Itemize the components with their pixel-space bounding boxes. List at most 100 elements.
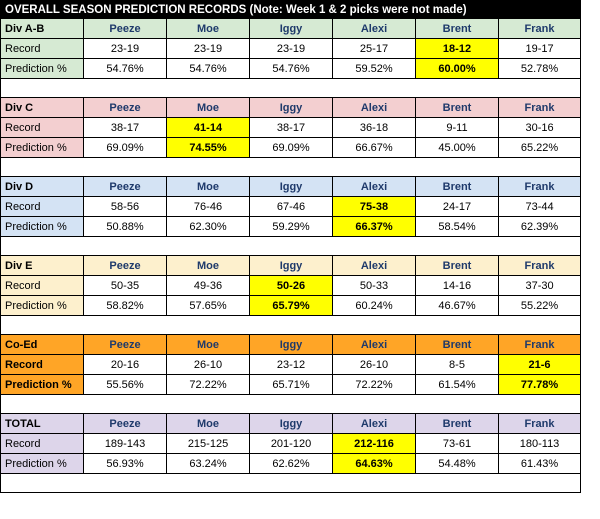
row-label[interactable]: Record (0, 433, 84, 454)
column-header[interactable]: Iggy (249, 176, 333, 197)
cell[interactable]: 62.30% (166, 216, 250, 237)
column-header[interactable]: Peeze (83, 413, 167, 434)
column-header[interactable]: Alexi (332, 97, 416, 118)
column-header[interactable]: Brent (415, 176, 499, 197)
column-header[interactable]: Frank (497, 255, 582, 276)
column-header[interactable]: Moe (166, 255, 250, 276)
column-header[interactable]: Frank (497, 413, 582, 434)
cell[interactable]: 23-19 (249, 38, 333, 59)
cell[interactable]: 25-17 (332, 38, 416, 59)
cell[interactable]: 58.54% (415, 216, 499, 237)
cell-best[interactable]: 77.78% (497, 374, 582, 395)
cell[interactable]: 60.24% (332, 295, 416, 316)
cell[interactable]: 54.48% (415, 453, 499, 474)
cell[interactable]: 62.62% (249, 453, 333, 474)
division-name[interactable]: Div C (0, 97, 84, 118)
cell[interactable]: 180-113 (497, 433, 582, 454)
column-header[interactable]: Iggy (249, 413, 333, 434)
cell[interactable]: 24-17 (415, 196, 499, 217)
row-label[interactable]: Record (0, 275, 84, 296)
column-header[interactable]: Moe (166, 334, 250, 355)
cell[interactable]: 8-5 (415, 354, 499, 375)
cell[interactable]: 45.00% (415, 137, 499, 158)
cell-best[interactable]: 74.55% (166, 137, 250, 158)
column-header[interactable]: Iggy (249, 334, 333, 355)
cell[interactable]: 50.88% (83, 216, 167, 237)
row-label[interactable]: Record (0, 117, 84, 138)
cell-best[interactable]: 60.00% (415, 58, 499, 79)
cell[interactable]: 30-16 (497, 117, 582, 138)
column-header[interactable]: Peeze (83, 176, 167, 197)
cell[interactable]: 69.09% (83, 137, 167, 158)
cell[interactable]: 55.22% (497, 295, 582, 316)
cell-best[interactable]: 64.63% (332, 453, 416, 474)
row-label[interactable]: Prediction % (0, 295, 84, 316)
cell[interactable]: 50-33 (332, 275, 416, 296)
column-header[interactable]: Brent (415, 334, 499, 355)
column-header[interactable]: Frank (497, 97, 582, 118)
cell[interactable]: 9-11 (415, 117, 499, 138)
sheet-title[interactable]: OVERALL SEASON PREDICTION RECORDS (Note:… (0, 0, 582, 19)
cell[interactable]: 67-46 (249, 196, 333, 217)
column-header[interactable]: Moe (166, 413, 250, 434)
cell[interactable]: 50-35 (83, 275, 167, 296)
cell-best[interactable]: 41-14 (166, 117, 250, 138)
cell-best[interactable]: 66.37% (332, 216, 416, 237)
cell[interactable]: 23-19 (166, 38, 250, 59)
row-label[interactable]: Record (0, 38, 84, 59)
division-name[interactable]: TOTAL (0, 413, 84, 434)
cell[interactable]: 215-125 (166, 433, 250, 454)
division-name[interactable]: Div D (0, 176, 84, 197)
cell[interactable]: 61.54% (415, 374, 499, 395)
cell-best[interactable]: 18-12 (415, 38, 499, 59)
column-header[interactable]: Alexi (332, 176, 416, 197)
cell[interactable]: 72.22% (332, 374, 416, 395)
cell[interactable]: 54.76% (249, 58, 333, 79)
column-header[interactable]: Moe (166, 97, 250, 118)
column-header[interactable]: Frank (497, 176, 582, 197)
cell[interactable]: 72.22% (166, 374, 250, 395)
cell[interactable]: 73-61 (415, 433, 499, 454)
cell[interactable]: 58-56 (83, 196, 167, 217)
column-header[interactable]: Brent (415, 255, 499, 276)
column-header[interactable]: Iggy (249, 18, 333, 39)
column-header[interactable]: Peeze (83, 334, 167, 355)
column-header[interactable]: Moe (166, 18, 250, 39)
cell[interactable]: 189-143 (83, 433, 167, 454)
column-header[interactable]: Frank (497, 334, 582, 355)
cell[interactable]: 73-44 (497, 196, 582, 217)
cell[interactable]: 69.09% (249, 137, 333, 158)
division-name[interactable]: Co-Ed (0, 334, 84, 355)
column-header[interactable]: Alexi (332, 18, 416, 39)
cell[interactable]: 58.82% (83, 295, 167, 316)
cell[interactable]: 49-36 (166, 275, 250, 296)
cell-best[interactable]: 21-6 (497, 354, 582, 375)
row-label[interactable]: Prediction % (0, 137, 84, 158)
cell[interactable]: 65.22% (497, 137, 582, 158)
cell[interactable]: 59.29% (249, 216, 333, 237)
column-header[interactable]: Peeze (83, 255, 167, 276)
cell[interactable]: 19-17 (497, 38, 582, 59)
cell[interactable]: 59.52% (332, 58, 416, 79)
cell[interactable]: 54.76% (166, 58, 250, 79)
cell[interactable]: 66.67% (332, 137, 416, 158)
cell[interactable]: 62.39% (497, 216, 582, 237)
cell-best[interactable]: 65.79% (249, 295, 333, 316)
column-header[interactable]: Iggy (249, 97, 333, 118)
row-label[interactable]: Record (0, 196, 84, 217)
column-header[interactable]: Alexi (332, 255, 416, 276)
cell[interactable]: 26-10 (166, 354, 250, 375)
cell-best[interactable]: 50-26 (249, 275, 333, 296)
cell[interactable]: 46.67% (415, 295, 499, 316)
row-label[interactable]: Prediction % (0, 216, 84, 237)
cell-best[interactable]: 75-38 (332, 196, 416, 217)
row-label[interactable]: Prediction % (0, 453, 84, 474)
division-name[interactable]: Div E (0, 255, 84, 276)
column-header[interactable]: Iggy (249, 255, 333, 276)
cell[interactable]: 57.65% (166, 295, 250, 316)
column-header[interactable]: Alexi (332, 334, 416, 355)
cell[interactable]: 55.56% (83, 374, 167, 395)
column-header[interactable]: Brent (415, 18, 499, 39)
cell[interactable]: 54.76% (83, 58, 167, 79)
division-name[interactable]: Div A-B (0, 18, 84, 39)
